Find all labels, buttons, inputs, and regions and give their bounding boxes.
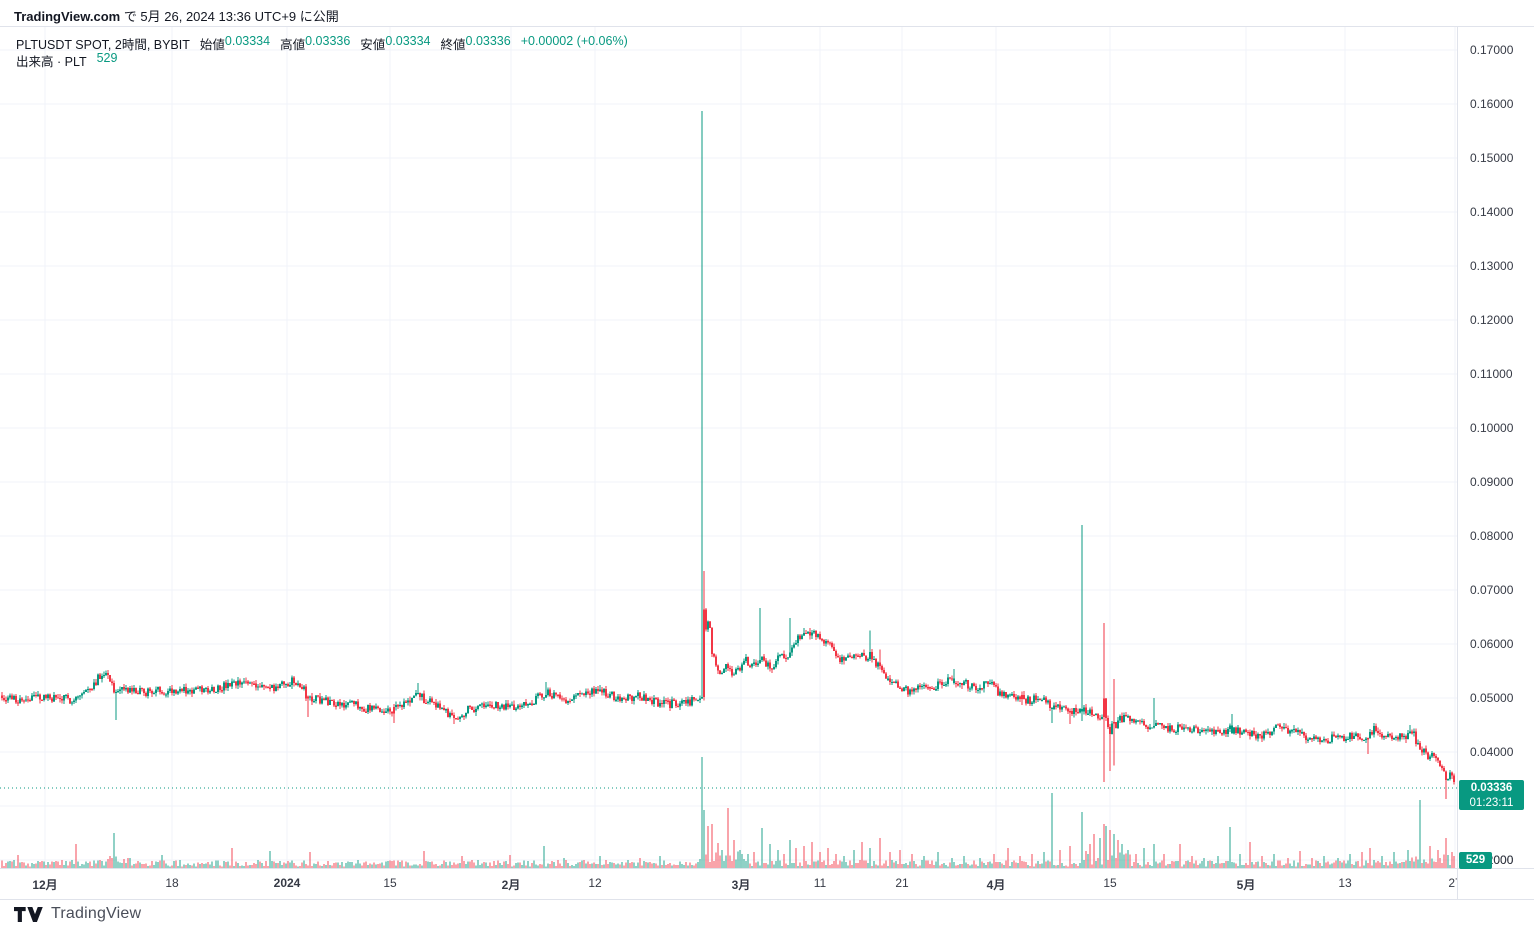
time-scale-label: 5月 xyxy=(1236,878,1256,892)
last-price-value: 0.03336 xyxy=(1470,782,1513,794)
time-scale-label: 2024 xyxy=(273,876,301,890)
volume-legend[interactable]: 出来高 · PLT 529 xyxy=(16,51,117,70)
price-scale-label: 0.15000 xyxy=(1470,151,1514,165)
time-scale-separator xyxy=(0,868,1534,869)
price-scale[interactable]: 0.17000 0.16000 0.15000 0.14000 0.13000 0.120… xyxy=(1457,26,1534,868)
bar-countdown: 01:23:11 xyxy=(1469,796,1514,809)
price-scale-label: 0.06000 xyxy=(1470,637,1514,651)
time-scale-label: 4月 xyxy=(986,878,1006,892)
time-scale-label: 2月 xyxy=(501,878,521,892)
tradingview-logo-text: TradingView xyxy=(51,905,142,922)
frame-top xyxy=(0,26,1534,27)
time-scale-label: 3月 xyxy=(731,878,751,892)
ohlc-high: 高値 0.03336 xyxy=(280,34,351,52)
price-scale-label: 0.04000 xyxy=(1470,745,1514,759)
ohlc-close: 終値 0.03336 xyxy=(440,34,511,52)
tradingview-logo-icon xyxy=(14,906,44,922)
time-scale-label: 12月 xyxy=(32,878,58,892)
publish-info: で 5月 26, 2024 13:36 UTC+9 に公開 xyxy=(120,9,339,24)
price-scale-label: 0.09000 xyxy=(1470,475,1514,489)
price-scale-label: 0.07000 xyxy=(1470,583,1514,597)
price-scale-label: 0.14000 xyxy=(1470,205,1514,219)
tradingview-footer[interactable]: TradingView xyxy=(14,905,141,923)
price-scale-label: 0.13000 xyxy=(1470,259,1514,273)
symbol-legend[interactable]: PLTUSDT SPOT, 2時間, BYBIT 始値 0.03334 高値 0.0… xyxy=(16,34,628,53)
volume-label: 出来高 · PLT xyxy=(16,55,87,69)
time-scale-label: 21 xyxy=(895,876,909,890)
price-scale-separator xyxy=(1457,26,1458,899)
ohlc-open: 始値 0.03334 xyxy=(199,34,271,52)
price-scale-label: 0.11000 xyxy=(1470,367,1513,381)
time-scale-label: 15 xyxy=(383,876,397,890)
price-scale-label: 0.08000 xyxy=(1470,529,1514,543)
time-scale-label: 27 xyxy=(1448,876,1457,890)
publish-site: TradingView.com xyxy=(14,9,121,24)
time-scale-label: 15 xyxy=(1103,876,1117,890)
frame-bottom xyxy=(0,899,1534,900)
time-scale-label: 11 xyxy=(813,876,827,890)
time-scale-label: 12 xyxy=(588,876,602,890)
time-scale-label: 13 xyxy=(1338,876,1352,890)
price-scale-label: 0.12000 xyxy=(1470,313,1514,327)
time-scale[interactable]: 12月 18 2024 15 2月 12 3月 11 21 4月 15 5月 13 27 xyxy=(0,869,1457,899)
price-scale-label: 0.17000 xyxy=(1470,43,1514,57)
time-scale-label: 18 xyxy=(165,876,179,890)
last-volume-badge: 529 xyxy=(1459,852,1492,869)
volume-value: 529 xyxy=(96,51,118,65)
symbol-title: PLTUSDT SPOT, 2時間, BYBIT xyxy=(16,38,190,52)
price-scale-label: 0.16000 xyxy=(1470,97,1514,111)
ohlc-low: 安値 0.03334 xyxy=(360,34,431,52)
price-scale-label: 0.05000 xyxy=(1470,691,1514,705)
last-price-badge: 0.03336 01:23:11 xyxy=(1459,780,1524,810)
publish-header: TradingView.com で 5月 26, 2024 13:36 UTC+… xyxy=(14,6,339,25)
price-scale-label: 0.10000 xyxy=(1470,421,1514,435)
price-change: +0.00002 (+0.06%) xyxy=(520,34,628,48)
